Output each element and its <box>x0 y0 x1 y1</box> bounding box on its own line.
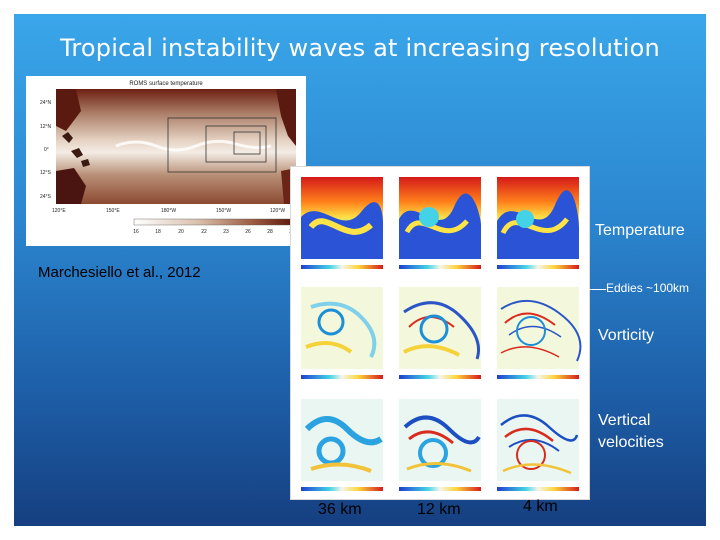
citation: Marchesiello et al., 2012 <box>38 264 201 281</box>
map-lat-label: 12°N <box>40 124 52 130</box>
resolution-grid-image <box>301 177 582 491</box>
map-lat-label: 24°N <box>40 100 52 106</box>
resolution-comparison-grid <box>291 167 589 499</box>
map-title: ROMS surface temperature <box>129 81 203 87</box>
slide: Tropical instability waves at increasing… <box>14 14 706 526</box>
colorbar-tick: 26 <box>245 229 251 235</box>
colorbar-tick: 20 <box>178 229 184 235</box>
resolution-label-4km: 4 km <box>523 498 558 515</box>
sst-map-figure: ROMS surface temperature 24°N 12°N 0° 12… <box>26 76 306 246</box>
vorticity-row <box>301 287 582 379</box>
map-lat-label: 0° <box>44 147 49 153</box>
slide-title: Tropical instability waves at increasing… <box>60 34 660 62</box>
vertical-velocity-row <box>301 399 579 491</box>
resolution-label-36km: 36 km <box>318 501 362 518</box>
colorbar-tick: 22 <box>201 229 207 235</box>
temperature-row <box>301 177 579 269</box>
map-colorbar <box>133 218 295 226</box>
map-lon-label: 150°W <box>216 208 231 214</box>
colorbar-tick: 18 <box>155 229 161 235</box>
eddies-pointer-line <box>586 289 606 290</box>
temperature-label: Temperature <box>595 222 685 239</box>
colorbar-tick: 28 <box>267 229 273 235</box>
vertical-velocities-label-line1: Vertical <box>598 412 651 429</box>
eddies-label: Eddies ~100km <box>606 281 690 295</box>
map-lon-label: 120°E <box>52 208 66 214</box>
vertical-velocities-label: Vertical velocities <box>598 410 664 454</box>
map-lon-label: 180°W <box>161 208 176 214</box>
colorbar-tick: 23 <box>223 229 229 235</box>
sst-map-image: ROMS surface temperature 24°N 12°N 0° 12… <box>40 81 296 235</box>
map-lat-label: 24°S <box>40 194 52 200</box>
map-lon-label: 150°E <box>106 208 120 214</box>
map-lon-label: 120°W <box>270 208 285 214</box>
colorbar-tick: 16 <box>133 229 139 235</box>
map-lat-label: 12°S <box>40 170 52 176</box>
resolution-label-12km: 12 km <box>417 501 461 518</box>
vertical-velocities-label-line2: velocities <box>598 434 664 451</box>
vorticity-label: Vorticity <box>598 327 655 344</box>
